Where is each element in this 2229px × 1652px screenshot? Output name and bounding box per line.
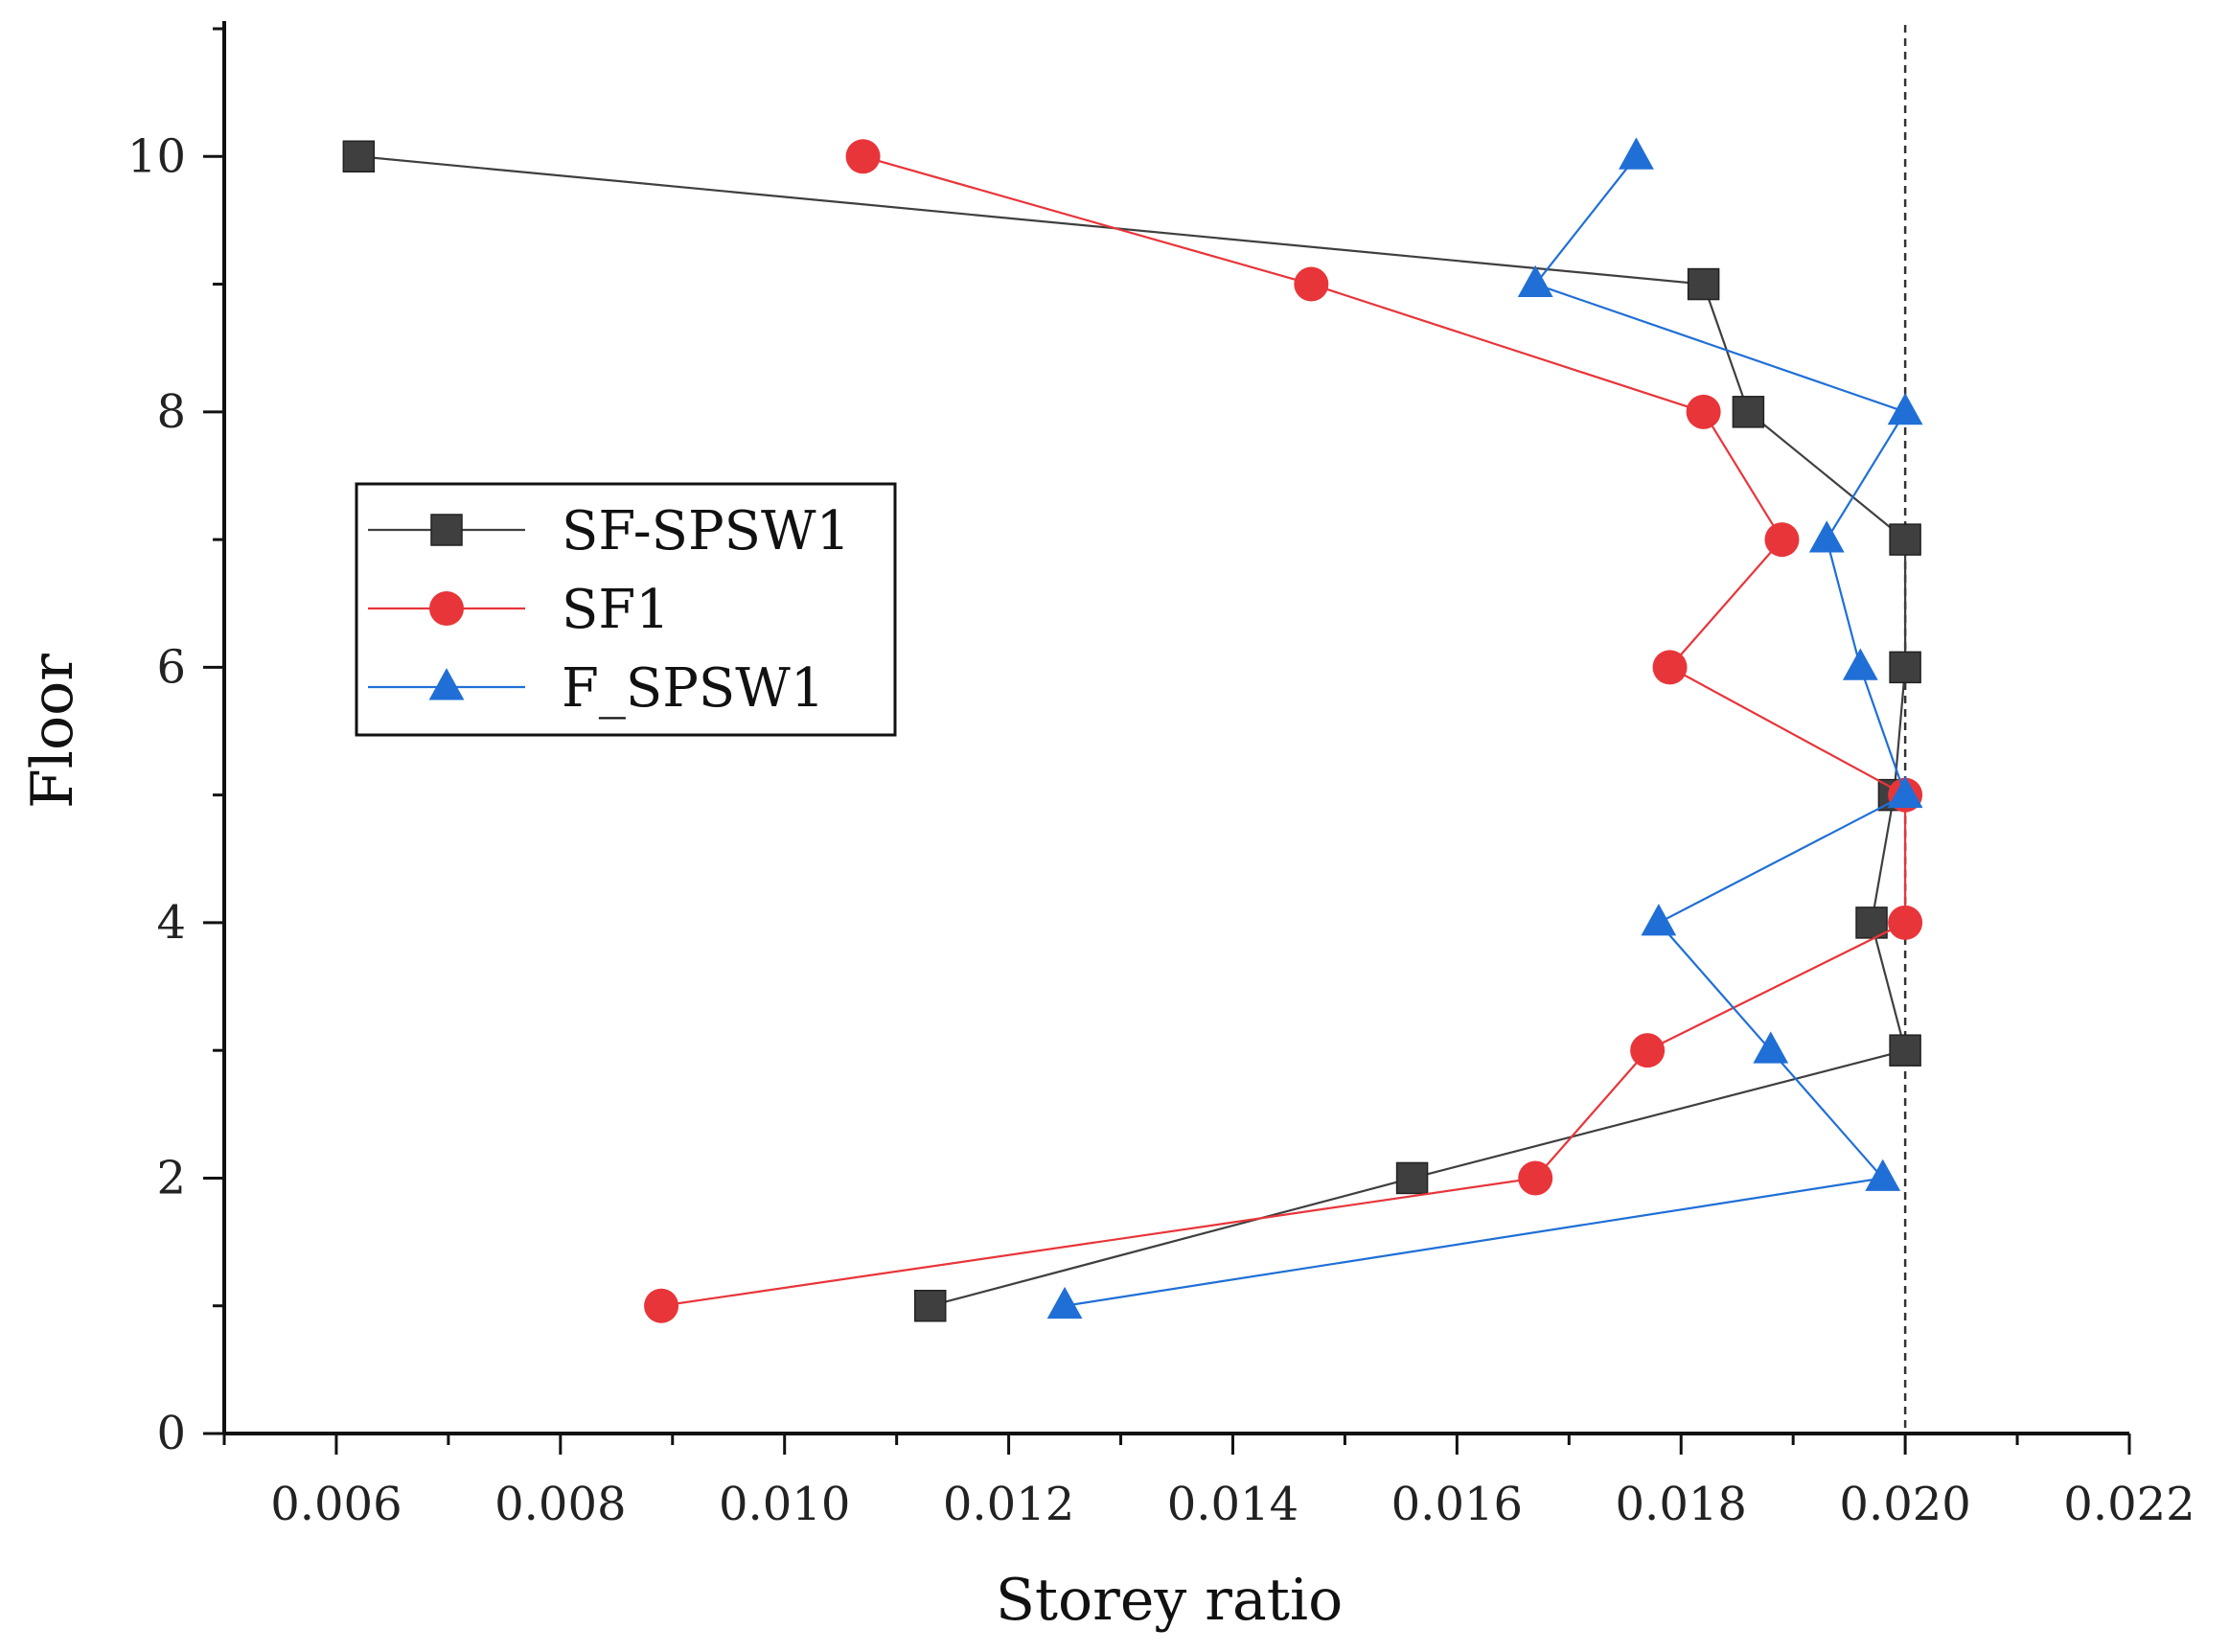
legend-label-sf1: SF1 (562, 579, 670, 641)
data-point-f-spsw1 (1046, 1286, 1083, 1319)
legend-label-sf-spsw1: SF-SPSW1 (562, 500, 850, 562)
series-sf1 (644, 139, 1923, 1323)
y-tick-label: 0 (156, 1407, 186, 1460)
series-line-f-spsw1 (1064, 155, 1907, 1307)
data-point-f-spsw1 (1887, 775, 1923, 809)
data-point-sf1 (644, 1288, 679, 1323)
data-point-sf1 (1518, 1160, 1553, 1196)
legend-marker-f-spsw1 (428, 668, 465, 700)
data-point-f-spsw1 (1619, 137, 1654, 170)
series-layer (342, 137, 1923, 1323)
data-point-sf1 (1294, 266, 1329, 302)
data-point-f-spsw1 (1887, 392, 1923, 425)
data-point-f-spsw1 (1753, 1031, 1789, 1064)
x-tick-label: 0.016 (1391, 1478, 1523, 1531)
legend-marker-sf1 (429, 591, 464, 626)
data-point-sf-spsw1 (1395, 1161, 1429, 1195)
x-tick-label: 0.020 (1839, 1478, 1970, 1531)
series-line-sf-spsw1 (358, 155, 1907, 1307)
data-point-sf1 (1686, 394, 1721, 429)
x-axis-title: Storey ratio (996, 1567, 1343, 1634)
data-point-f-spsw1 (1842, 648, 1878, 680)
y-tick-label: 6 (156, 640, 186, 694)
data-point-sf1 (1630, 1033, 1666, 1068)
data-point-f-spsw1 (1865, 1159, 1901, 1191)
y-tick-label: 8 (156, 385, 186, 439)
x-tick-label: 0.008 (494, 1478, 626, 1531)
x-tick-label: 0.014 (1167, 1478, 1298, 1531)
data-point-sf-spsw1 (1732, 396, 1765, 428)
series-sf-spsw1 (342, 140, 1921, 1322)
data-point-sf1 (1652, 650, 1688, 685)
y-tick-label: 2 (156, 1151, 186, 1205)
data-point-f-spsw1 (1517, 264, 1553, 297)
data-point-sf-spsw1 (1889, 523, 1921, 556)
y-tick-label: 4 (156, 896, 186, 950)
x-tick-label: 0.006 (270, 1478, 402, 1531)
x-tick-label: 0.022 (2063, 1478, 2195, 1531)
y-tick-label: 10 (127, 129, 186, 183)
data-point-sf-spsw1 (342, 140, 376, 173)
data-point-sf-spsw1 (1855, 906, 1888, 939)
data-point-sf-spsw1 (913, 1289, 947, 1322)
data-point-sf-spsw1 (1889, 651, 1921, 684)
x-tick-label: 0.018 (1616, 1478, 1747, 1531)
legend-marker-sf-spsw1 (430, 514, 463, 546)
data-point-sf-spsw1 (1687, 267, 1720, 301)
data-point-sf-spsw1 (1889, 1034, 1921, 1067)
series-line-sf1 (660, 155, 1907, 1307)
series-f-spsw1 (1046, 137, 1923, 1319)
axes: 0.006 0.008 0.010 0.012 0.014 0.016 0.018 0.020… (127, 21, 2195, 1531)
x-tick-label: 0.010 (719, 1478, 850, 1531)
y-axis-title: Floor (19, 654, 86, 809)
x-tick-label: 0.012 (943, 1478, 1074, 1531)
data-point-sf1 (845, 139, 881, 174)
data-point-sf1 (1888, 905, 1923, 940)
legend: SF-SPSW1 SF1 F_SPSW1 (355, 482, 897, 737)
data-point-f-spsw1 (1641, 904, 1677, 936)
data-point-sf1 (1764, 522, 1800, 558)
data-point-f-spsw1 (1808, 520, 1845, 553)
legend-label-f-spsw1: F_SPSW1 (562, 657, 824, 720)
